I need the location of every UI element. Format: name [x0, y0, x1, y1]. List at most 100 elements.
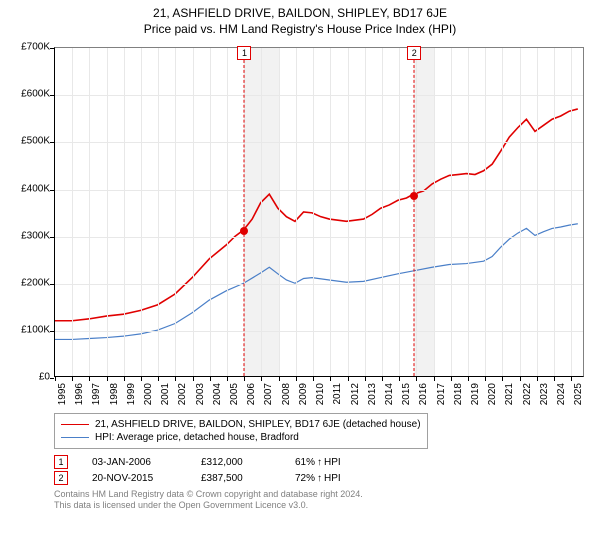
gridline-v: [571, 48, 572, 376]
root: 21, ASHFIELD DRIVE, BAILDON, SHIPLEY, BD…: [0, 0, 600, 560]
x-tick-label: 2019: [470, 383, 481, 405]
x-tick-label: 1998: [109, 383, 120, 405]
x-tick-label: 2008: [281, 383, 292, 405]
x-tick-label: 2022: [522, 383, 533, 405]
legend-swatch: [61, 424, 89, 425]
gridline-v: [520, 48, 521, 376]
gridline-v: [296, 48, 297, 376]
sale-price: £312,000: [201, 457, 271, 468]
x-tick-label: 2023: [539, 383, 550, 405]
chart: £0£100K£200K£300K£400K£500K£600K£700K 12…: [10, 41, 590, 411]
gridline-h: [55, 284, 583, 285]
x-tick-label: 1999: [126, 383, 137, 405]
legend: 21, ASHFIELD DRIVE, BAILDON, SHIPLEY, BD…: [54, 413, 428, 449]
legend-label: 21, ASHFIELD DRIVE, BAILDON, SHIPLEY, BD…: [95, 418, 421, 431]
gridline-v: [330, 48, 331, 376]
plot-area: 12: [54, 47, 584, 377]
x-tick-label: 2009: [298, 383, 309, 405]
sale-marker: [410, 192, 418, 200]
x-tick-label: 2006: [246, 383, 257, 405]
x-tick-label: 1995: [57, 383, 68, 405]
gridline-v: [468, 48, 469, 376]
gridline-h: [55, 142, 583, 143]
x-tick-label: 2002: [177, 383, 188, 405]
footnote-line: Contains HM Land Registry data © Crown c…: [54, 489, 590, 500]
x-tick-label: 2025: [573, 383, 584, 405]
gridline-v: [261, 48, 262, 376]
x-tick-label: 1996: [74, 383, 85, 405]
series-line-property: [55, 109, 578, 321]
gridline-v: [365, 48, 366, 376]
x-tick-label: 2001: [160, 383, 171, 405]
gridline-v: [399, 48, 400, 376]
y-tick-label: £0: [10, 372, 50, 383]
sale-index-box: 1: [54, 455, 68, 469]
x-tick-label: 2016: [418, 383, 429, 405]
y-tick-label: £500K: [10, 136, 50, 147]
sale-index-box: 2: [54, 471, 68, 485]
gridline-h: [55, 190, 583, 191]
gridline-v: [193, 48, 194, 376]
gridline-v: [348, 48, 349, 376]
line-svg: [55, 48, 583, 376]
gridline-v: [502, 48, 503, 376]
x-tick-label: 2000: [143, 383, 154, 405]
sale-date: 20-NOV-2015: [92, 473, 177, 484]
gridline-v: [210, 48, 211, 376]
y-tick-label: £300K: [10, 230, 50, 241]
gridline-v: [279, 48, 280, 376]
gridline-v: [107, 48, 108, 376]
gridline-v: [434, 48, 435, 376]
x-tick-label: 2024: [556, 383, 567, 405]
sale-hpi-delta: 61% ↑ HPI: [295, 457, 341, 468]
series-line-hpi: [55, 224, 578, 340]
gridline-v: [175, 48, 176, 376]
gridline-h: [55, 331, 583, 332]
footnote-line: This data is licensed under the Open Gov…: [54, 500, 590, 511]
gridline-h: [55, 237, 583, 238]
x-tick-label: 2010: [315, 383, 326, 405]
y-tick-label: £600K: [10, 89, 50, 100]
page-title: 21, ASHFIELD DRIVE, BAILDON, SHIPLEY, BD…: [10, 6, 590, 22]
sale-marker: [240, 227, 248, 235]
gridline-v: [451, 48, 452, 376]
x-tick-label: 2013: [367, 383, 378, 405]
x-tick-label: 2014: [384, 383, 395, 405]
footnotes: Contains HM Land Registry data © Crown c…: [54, 489, 590, 512]
gridline-v: [537, 48, 538, 376]
gridline-v: [382, 48, 383, 376]
sale-hpi-delta: 72% ↑ HPI: [295, 473, 341, 484]
sale-price: £387,500: [201, 473, 271, 484]
gridline-v: [554, 48, 555, 376]
arrow-up-icon: ↑: [317, 473, 322, 484]
legend-label: HPI: Average price, detached house, Brad…: [95, 431, 299, 444]
event-label-box: 2: [407, 46, 421, 60]
gridline-v: [141, 48, 142, 376]
sale-row: 1 03-JAN-2006 £312,000 61% ↑ HPI: [54, 455, 590, 469]
event-line: [414, 60, 415, 376]
x-tick-label: 1997: [91, 383, 102, 405]
x-tick-label: 2018: [453, 383, 464, 405]
gridline-v: [227, 48, 228, 376]
legend-item: 21, ASHFIELD DRIVE, BAILDON, SHIPLEY, BD…: [61, 418, 421, 431]
page-subtitle: Price paid vs. HM Land Registry's House …: [10, 22, 590, 38]
gridline-v: [313, 48, 314, 376]
sale-date: 03-JAN-2006: [92, 457, 177, 468]
legend-swatch: [61, 437, 89, 438]
y-tick-label: £700K: [10, 42, 50, 53]
y-tick-label: £200K: [10, 277, 50, 288]
x-tick-label: 2004: [212, 383, 223, 405]
legend-item: HPI: Average price, detached house, Brad…: [61, 431, 421, 444]
event-label-box: 1: [237, 46, 251, 60]
x-tick-label: 2007: [263, 383, 274, 405]
x-tick-label: 2015: [401, 383, 412, 405]
gridline-v: [89, 48, 90, 376]
x-tick-label: 2003: [195, 383, 206, 405]
x-tick-label: 2020: [487, 383, 498, 405]
sale-row: 2 20-NOV-2015 £387,500 72% ↑ HPI: [54, 471, 590, 485]
arrow-up-icon: ↑: [317, 457, 322, 468]
x-tick-label: 2017: [436, 383, 447, 405]
x-tick-label: 2012: [350, 383, 361, 405]
gridline-v: [124, 48, 125, 376]
x-tick-label: 2011: [332, 383, 343, 405]
